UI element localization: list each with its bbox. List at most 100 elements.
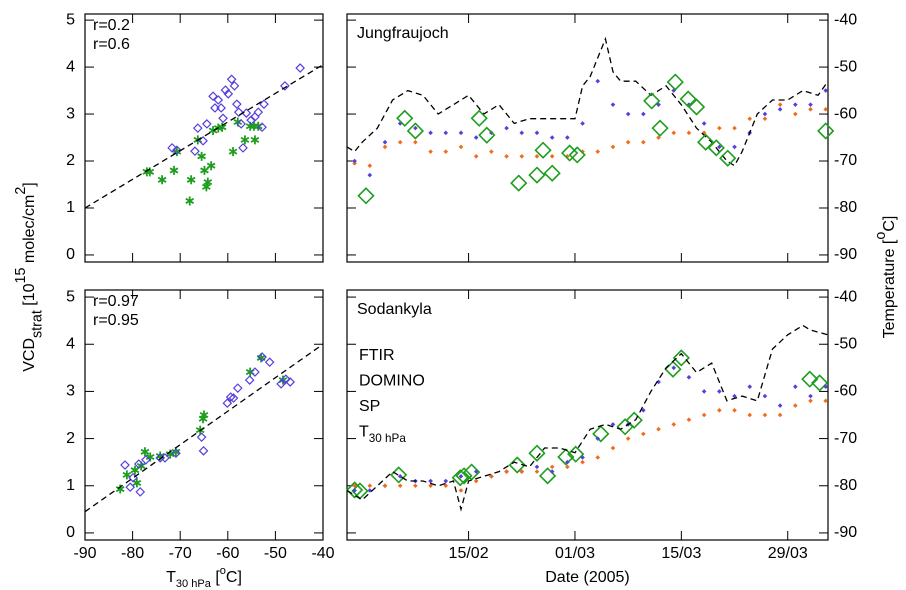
x-axis-label-part: C] [226, 569, 242, 586]
asterisk-point [132, 478, 142, 488]
asterisk-point [217, 122, 227, 132]
y-tick-label: 2 [66, 152, 75, 169]
diamond-point [208, 91, 218, 102]
dot-point [793, 384, 798, 389]
dot-point [580, 121, 585, 126]
diamond-point [232, 383, 243, 393]
y-axis-label-part: molec/cm [21, 195, 38, 268]
dot-point [808, 107, 813, 112]
dot-point [428, 478, 433, 484]
x-tick-label: 01/03 [555, 545, 595, 562]
dot-point [762, 111, 768, 117]
y2-axis-label-part: C] [881, 216, 898, 232]
asterisk-point [228, 147, 238, 157]
dot-point [397, 474, 403, 479]
x-tick-label: -80 [121, 545, 144, 562]
y2-tick-label: -70 [834, 152, 857, 169]
dot-point [352, 158, 357, 164]
diamond-point [213, 95, 224, 105]
x-tick-label: -50 [264, 545, 287, 562]
annotation: r=0.95 [93, 312, 139, 329]
dot-point [519, 469, 525, 474]
diamond-point [478, 126, 496, 144]
dot-point [610, 422, 616, 427]
plot-frame [84, 289, 324, 541]
diamond-point [218, 113, 228, 124]
dot-point [610, 445, 616, 451]
y2-tick-label: -50 [834, 335, 857, 352]
dot-point [808, 398, 813, 404]
diamond-point [231, 99, 242, 110]
dot-point [367, 163, 373, 169]
y-tick-label: 4 [66, 58, 75, 75]
dot-point [777, 102, 783, 107]
dot-point [808, 102, 813, 107]
y-tick-label: 3 [66, 105, 75, 122]
diamond-point [508, 456, 526, 474]
diamond-point [253, 107, 264, 118]
dot-point [504, 154, 509, 159]
diamond-point [510, 174, 528, 192]
asterisk-point [200, 165, 209, 175]
diamond-point [229, 81, 240, 91]
x-tick-label: 15/02 [449, 545, 489, 562]
dot-point [671, 130, 677, 136]
dot-point [595, 436, 601, 441]
x-axis-label: T30 hPa [oC] [166, 565, 242, 590]
panel-title: Jungfraujoch [357, 25, 449, 42]
diamond-point [406, 122, 425, 140]
dot-point [367, 488, 373, 493]
dot-point [641, 139, 646, 145]
dashed-line [84, 343, 324, 513]
asterisk-point [140, 447, 150, 457]
annotation: r=0.6 [93, 36, 130, 53]
dot-point [732, 125, 737, 131]
dot-point [534, 154, 540, 159]
dot-point [565, 459, 570, 465]
diamond-point [236, 119, 246, 129]
diamond-point [257, 122, 267, 133]
dot-point [580, 459, 585, 465]
diamond-point [625, 411, 643, 429]
asterisk-point [197, 151, 206, 161]
diamond-point [210, 103, 220, 113]
dot-point [717, 389, 722, 394]
y-tick-label: 0 [66, 524, 75, 541]
panel-title: Sodankyla [357, 301, 432, 318]
diamond-point [202, 119, 212, 129]
dot-point [367, 483, 373, 489]
dot-point [504, 469, 509, 474]
dot-point [382, 139, 388, 145]
y2-axis-label: Temperature [oC] [873, 216, 898, 339]
dot-point [565, 135, 570, 140]
diamond-point [534, 141, 552, 159]
diamond-point [390, 466, 408, 484]
dot-point [580, 455, 585, 460]
dot-point [717, 407, 722, 413]
diamond-point [285, 377, 296, 387]
dot-point [443, 483, 449, 489]
asterisk-point [186, 175, 196, 185]
dot-point [397, 139, 403, 145]
dot-point [413, 125, 418, 131]
y2-tick-label: -50 [834, 58, 857, 75]
diamond-point [233, 107, 244, 118]
diamond-point [246, 115, 256, 126]
y2-axis-label-part: Temperature [ [881, 239, 898, 338]
y-tick-label: 0 [66, 246, 75, 263]
dot-point [428, 483, 433, 489]
diamond-point [125, 482, 136, 493]
dot-point [671, 365, 677, 371]
y2-tick-label: -60 [834, 383, 857, 400]
dot-point [793, 111, 798, 117]
dashed-line [84, 64, 324, 209]
y-axis-label-part: 15 [13, 268, 29, 284]
dot-point [625, 139, 631, 145]
diamond-point [396, 109, 414, 127]
x-axis-label-part: 30 hPa [176, 578, 212, 590]
diamond-point [451, 469, 469, 487]
y-tick-label: 1 [66, 477, 75, 494]
diamond-point [257, 352, 267, 362]
x-axis-label-part: T [166, 569, 176, 586]
